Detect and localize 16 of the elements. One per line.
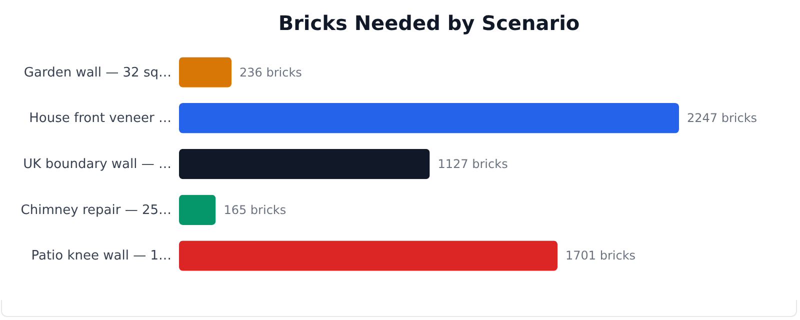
y-tick-label: Chimney repair — 25… — [20, 202, 172, 218]
y-tick-label: Garden wall — 32 sq… — [24, 65, 172, 80]
y-tick-label: UK boundary wall — … — [23, 157, 172, 172]
bar — [179, 103, 679, 134]
chart-title: Bricks Needed by Scenario — [278, 11, 580, 35]
y-tick-label: Patio knee wall — 1… — [31, 248, 172, 264]
data-label: 236 bricks — [240, 65, 302, 80]
bar — [179, 57, 232, 88]
data-label: 1127 bricks — [438, 157, 508, 171]
data-label: 2247 bricks — [687, 111, 758, 126]
data-label: 165 bricks — [224, 202, 286, 217]
bar — [179, 240, 558, 271]
y-tick-label: House front veneer … — [29, 111, 172, 126]
data-label: 1701 bricks — [566, 248, 636, 263]
bar — [179, 194, 216, 225]
bar — [179, 148, 430, 180]
